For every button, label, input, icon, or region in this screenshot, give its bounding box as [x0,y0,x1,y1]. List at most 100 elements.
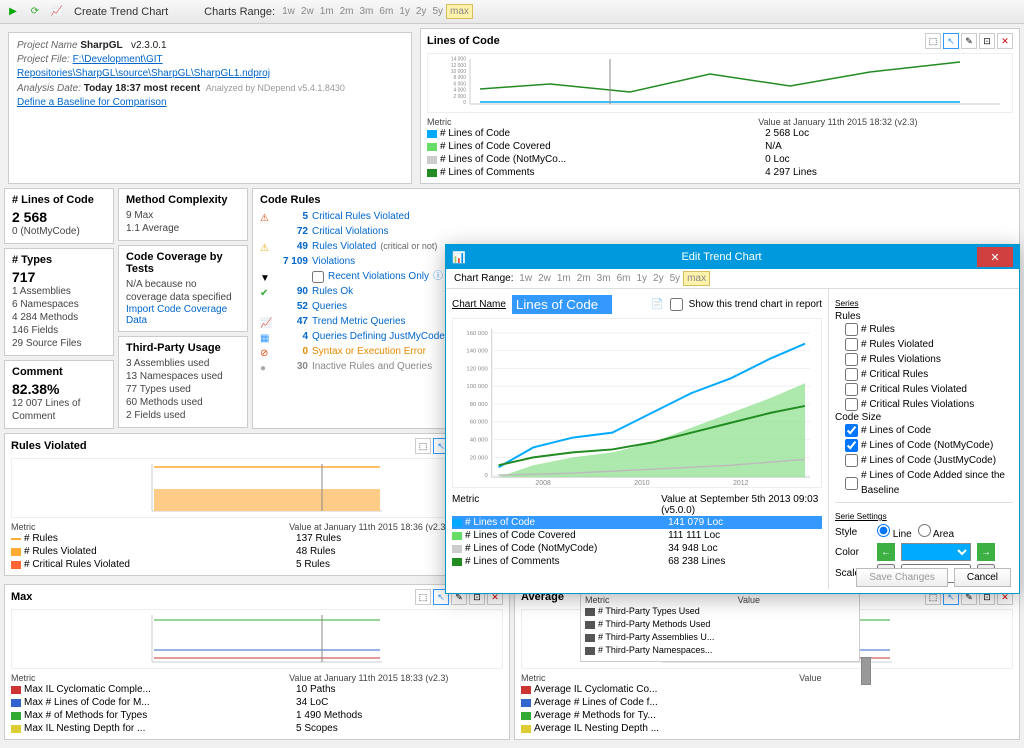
baseline-link[interactable]: Define a Baseline for Comparison [17,97,167,108]
svg-text:120 000: 120 000 [466,366,488,372]
range-6m[interactable]: 6m [376,5,396,18]
svg-text:40 000: 40 000 [470,438,489,444]
svg-text:140 000: 140 000 [466,349,488,355]
close-button[interactable]: ✕ [977,247,1013,267]
series-item[interactable]: # Lines of Code (JustMyCode) [835,453,1013,468]
svg-text:2008: 2008 [535,480,551,487]
loc-chart-widget: Lines of Code ⬚ ↖ ✎ ⊡ ✕ 02 0004 0006 000… [420,28,1020,184]
types-panel: # Types 717 1 Assemblies6 Namespaces4 28… [4,248,114,356]
legend-item: # Lines of Code2 568 Loc [427,127,1013,140]
dlg-range-3m[interactable]: 3m [594,272,614,285]
project-info: Project Name SharpGL v2.3.0.1 Project Fi… [8,32,412,184]
range-1w[interactable]: 1w [279,5,298,18]
dlg-range-2m[interactable]: 2m [574,272,594,285]
range-2m[interactable]: 2m [337,5,357,18]
svg-text:20 000: 20 000 [470,455,489,461]
legend-item: # Third-Party Types Used [585,605,855,618]
color-select[interactable] [901,543,971,561]
series-item[interactable]: # Critical Rules Violated [835,382,1013,397]
chart-name-input[interactable] [512,295,612,314]
legend-item: # Lines of Code (NotMyCo...0 Loc [427,153,1013,166]
save-button[interactable]: Save Changes [856,568,948,587]
style-line-radio[interactable] [877,524,890,537]
series-item[interactable]: # Lines of Code (NotMyCode) [835,438,1013,453]
loc-chart-area: 02 0004 0006 0008 00010 00012 00014 000 [427,53,1013,113]
range-max[interactable]: max [446,4,473,19]
select-icon[interactable]: ⬚ [415,438,431,454]
edit-tool-icon[interactable]: ✎ [961,33,977,49]
dlg-range-6m[interactable]: 6m [614,272,634,285]
range-1y[interactable]: 1y [396,5,413,18]
series-item[interactable]: # Critical Rules [835,367,1013,382]
chart-widget-0: Rules Violated⬚↖✎⊡✕MetricValue at Januar… [4,433,510,576]
dlg-range-1m[interactable]: 1m [554,272,574,285]
chart-widget-2: Max⬚↖✎⊡✕MetricValue at January 11th 2015… [4,584,510,740]
color-prev-button[interactable]: ← [877,543,895,561]
range-2w[interactable]: 2w [298,5,317,18]
recent-violations-checkbox[interactable] [312,271,324,283]
scrollbar-thumb[interactable] [861,657,871,685]
svg-text:2 000: 2 000 [453,94,466,100]
select-icon[interactable]: ⬚ [415,589,431,605]
svg-text:6 000: 6 000 [453,81,466,87]
legend-item: # Lines of Code CoveredN/A [427,140,1013,153]
dialog-title: Edit Trend Chart [466,251,977,263]
svg-text:100 000: 100 000 [466,384,488,390]
range-3m[interactable]: 3m [357,5,377,18]
range-2y[interactable]: 2y [413,5,430,18]
loc-panel: # Lines of Code 2 568 0 (NotMyCode) [4,188,114,244]
comment-panel: Comment 82.38% 12 007 Lines of Comment [4,360,114,429]
svg-text:4 000: 4 000 [453,88,466,94]
range-5y[interactable]: 5y [429,5,446,18]
series-item[interactable]: # Critical Rules Violations [835,397,1013,412]
svg-text:2012: 2012 [733,480,749,487]
import-coverage-link[interactable]: Import Code Coverage Data [126,304,240,326]
rule-line[interactable]: ⚠5 Critical Rules Violated [260,209,1012,224]
metric-row[interactable]: # Lines of Code (NotMyCode)34 948 Loc [452,542,822,555]
create-trend-label[interactable]: Create Trend Chart [74,6,168,18]
svg-text:60 000: 60 000 [470,420,489,426]
series-item[interactable]: # Lines of Code Added since the Baseline [835,468,1013,498]
edit-trend-dialog: 📊 Edit Trend Chart ✕ Chart Range: 1w2w1m… [445,244,1020,594]
thirdparty-panel: Third-Party Usage 3 Assemblies used13 Na… [118,336,248,428]
svg-text:0: 0 [484,473,488,479]
metric-row[interactable]: # Lines of Code141 079 Loc [452,516,822,529]
svg-text:14 000: 14 000 [451,57,467,63]
loc-chart-title: Lines of Code [427,35,925,47]
close-tool-icon[interactable]: ✕ [997,33,1013,49]
play-icon[interactable]: ▶ [4,3,22,21]
cursor-tool-icon[interactable]: ↖ [943,33,959,49]
legend-item: # Third-Party Methods Used [585,618,855,631]
dlg-range-2y[interactable]: 2y [650,272,667,285]
select-tool-icon[interactable]: ⬚ [925,33,941,49]
dlg-range-2w[interactable]: 2w [535,272,554,285]
cancel-button[interactable]: Cancel [954,568,1011,587]
range-1m[interactable]: 1m [317,5,337,18]
complexity-panel: Method Complexity 9 Max1.1 Average [118,188,248,241]
series-item[interactable]: # Rules [835,322,1013,337]
show-in-report-checkbox[interactable] [670,298,683,311]
image-tool-icon[interactable]: ⊡ [979,33,995,49]
dlg-range-5y[interactable]: 5y [667,272,684,285]
metric-row[interactable]: # Lines of Comments68 238 Lines [452,555,822,568]
svg-text:0: 0 [463,100,466,106]
svg-text:10 000: 10 000 [451,69,467,75]
dlg-range-1w[interactable]: 1w [516,272,535,285]
refresh-icon[interactable]: ⟳ [26,3,44,21]
metric-row[interactable]: # Lines of Code Covered111 111 Loc [452,529,822,542]
legend-item: # Third-Party Assemblies U... [585,631,855,644]
coverage-panel: Code Coverage by Tests N/A because no co… [118,245,248,332]
main-toolbar: ▶ ⟳ 📈 Create Trend Chart Charts Range: 1… [0,0,1024,24]
series-item[interactable]: # Rules Violations [835,352,1013,367]
rule-line[interactable]: 72 Critical Violations [260,224,1012,239]
color-next-button[interactable]: → [977,543,995,561]
dlg-range-max[interactable]: max [683,271,710,286]
series-item[interactable]: # Lines of Code [835,423,1013,438]
dlg-range-1y[interactable]: 1y [633,272,650,285]
series-item[interactable]: # Rules Violated [835,337,1013,352]
svg-text:80 000: 80 000 [470,402,489,408]
style-area-radio[interactable] [918,524,931,537]
charts-range-label: Charts Range: [204,6,275,18]
svg-text:2010: 2010 [634,480,650,487]
chart-icon[interactable]: 📈 [48,3,66,21]
